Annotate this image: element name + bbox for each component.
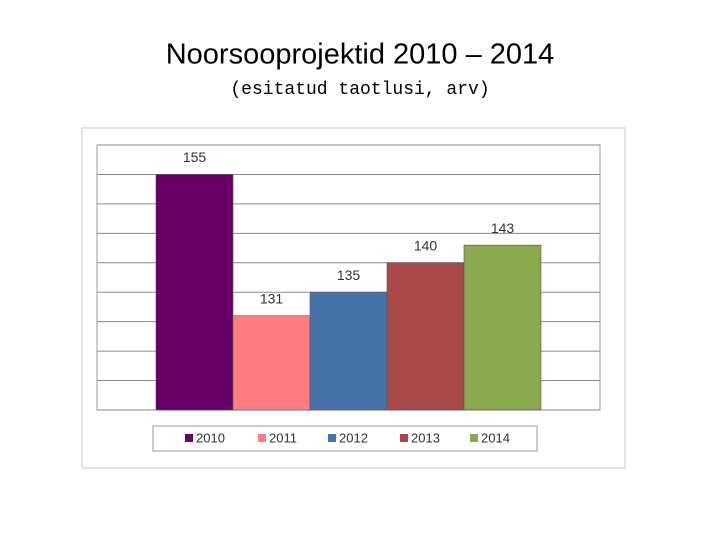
chart-title: Noorsooprojektid 2010 – 2014 [166,39,555,71]
bar [463,244,542,411]
legend-label: 2011 [269,430,297,445]
bar [155,174,234,411]
legend-label: 2012 [339,430,368,445]
legend-swatch [185,434,193,442]
legend-swatch [470,434,478,442]
data-label: 155 [183,149,207,165]
legend-swatch [400,434,408,442]
bar [309,291,388,411]
legend-swatch [258,434,266,442]
legend-label: 2010 [196,430,225,445]
data-label: 140 [414,237,438,253]
bar [386,262,465,411]
legend-swatch [328,434,336,442]
chart-subtitle: (esitatud taotlusi, arv) [230,80,489,100]
legend-label: 2013 [411,430,440,445]
data-label: 143 [491,220,515,236]
legend-label: 2014 [481,430,510,445]
data-label: 135 [337,267,361,283]
bar [232,315,311,411]
data-label: 131 [260,290,284,306]
